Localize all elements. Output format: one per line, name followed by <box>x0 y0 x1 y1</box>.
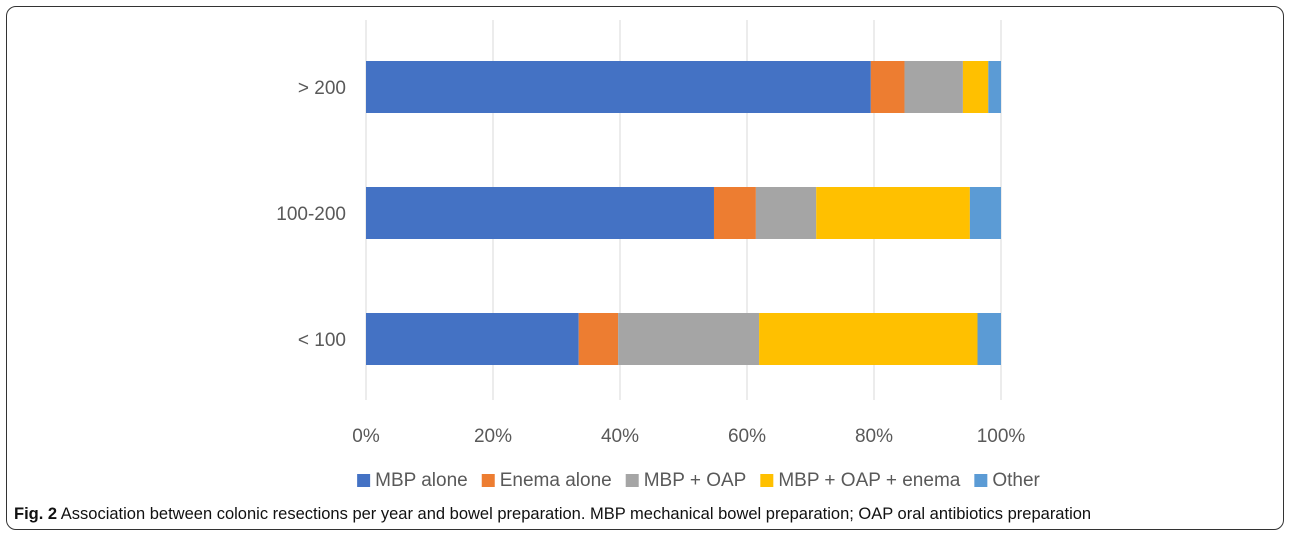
bar-segment <box>962 61 989 113</box>
figure-frame <box>6 6 1284 530</box>
category-labels: > 200 100-200 < 100 <box>276 78 346 351</box>
x-tick-label: 20% <box>474 426 512 447</box>
bar-segment <box>366 313 579 365</box>
legend-label: MBP alone <box>375 470 468 491</box>
legend-swatch <box>625 474 639 487</box>
legend-swatch <box>481 474 495 487</box>
x-tick-labels: 0% 20% 40% 60% 80% 100% <box>352 426 1025 447</box>
bar-segment <box>977 313 1001 365</box>
x-tick-label: 80% <box>855 426 893 447</box>
bar-segment <box>618 313 760 365</box>
bar-segment <box>969 187 1001 239</box>
caption-text: Association between colonic resections p… <box>60 505 1092 523</box>
legend-label: MBP + OAP <box>644 470 747 491</box>
legend-item: Enema alone <box>481 470 612 491</box>
bar-segment <box>904 61 963 113</box>
bar-segment <box>578 313 619 365</box>
category-label: 100-200 <box>276 204 346 225</box>
bars <box>366 61 1001 365</box>
legend-item: Other <box>974 470 1041 491</box>
x-tick-label: 0% <box>352 426 380 447</box>
bar-segment <box>870 61 905 113</box>
legend-label: Enema alone <box>500 470 612 491</box>
bar-segment <box>366 61 871 113</box>
figure-caption: Fig. 2 Association between colonic resec… <box>14 505 1276 524</box>
category-label: < 100 <box>298 330 346 351</box>
legend-label: Other <box>992 470 1040 491</box>
bar-segment <box>755 187 817 239</box>
x-tick-label: 100% <box>977 426 1026 447</box>
legend-swatch <box>357 474 371 487</box>
bar-segment <box>759 313 978 365</box>
stacked-bar-chart: > 200 100-200 < 100 0% 20% 40% 60% 80% 100% MBP… <box>276 20 1041 491</box>
legend-item: MBP alone <box>357 470 468 491</box>
legend-item: MBP + OAP + enema <box>760 470 961 491</box>
legend-swatch <box>760 474 774 487</box>
legend-item: MBP + OAP <box>625 470 747 491</box>
bar-segment <box>816 187 970 239</box>
bar-segment <box>713 187 756 239</box>
legend-label: MBP + OAP + enema <box>778 470 960 491</box>
bar-segment <box>988 61 1001 113</box>
x-tick-label: 60% <box>728 426 766 447</box>
x-tick-label: 40% <box>601 426 639 447</box>
legend: MBP alone Enema alone MBP + OAP MBP + OAP +… <box>357 470 1041 491</box>
category-label: > 200 <box>298 78 346 99</box>
caption-label: Fig. 2 <box>14 505 58 523</box>
legend-swatch <box>974 474 988 487</box>
bar-segment <box>366 187 714 239</box>
